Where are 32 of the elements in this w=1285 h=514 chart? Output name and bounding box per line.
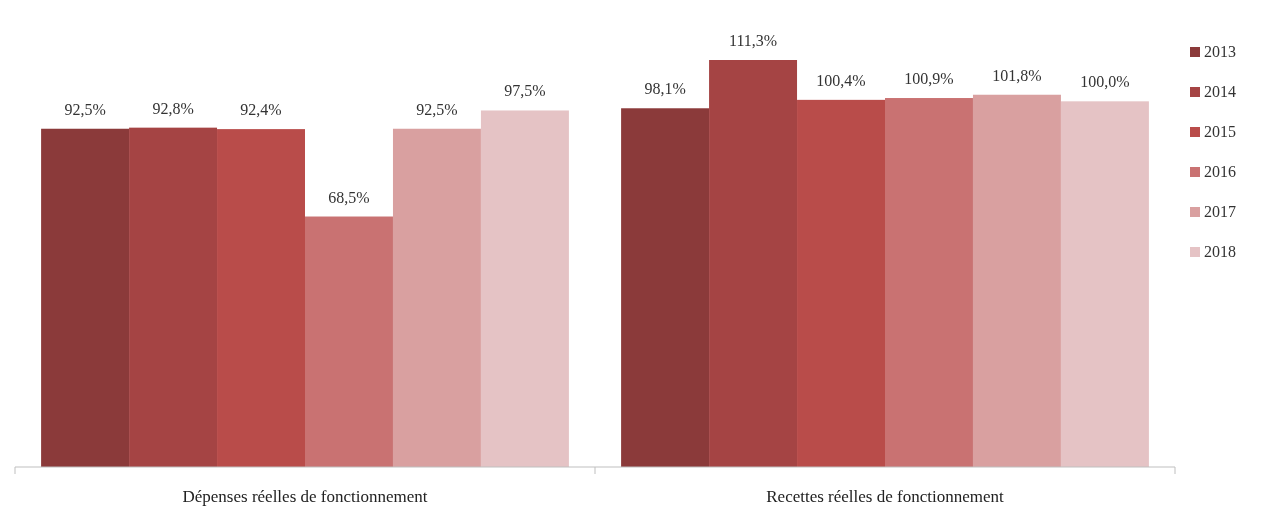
bar xyxy=(129,127,218,467)
bar xyxy=(709,60,798,467)
data-label: 92,5% xyxy=(64,100,106,118)
data-label: 111,3% xyxy=(728,32,778,49)
bar xyxy=(392,128,481,467)
x-tick-label: Recettes réelles de fonctionnement xyxy=(766,487,1004,506)
bar xyxy=(480,110,569,467)
legend-label: 2014 xyxy=(1204,83,1236,100)
bar xyxy=(885,98,973,467)
data-label: 98,1% xyxy=(644,80,686,98)
data-label: 92,8% xyxy=(152,99,194,117)
data-label: 92,4% xyxy=(240,101,282,119)
data-label: 92,5% xyxy=(416,100,458,118)
data-label: 100,4% xyxy=(816,71,866,89)
bar xyxy=(305,216,393,467)
legend-label: 2013 xyxy=(1204,43,1236,60)
legend-label: 2018 xyxy=(1204,243,1236,260)
data-label: 68,5% xyxy=(328,188,370,206)
bar xyxy=(797,99,885,467)
legend-label: 2015 xyxy=(1204,123,1236,140)
legend-label: 2017 xyxy=(1204,203,1236,220)
bar xyxy=(1060,101,1149,467)
bar xyxy=(972,94,1061,467)
data-label: 97,5% xyxy=(504,82,546,100)
bar xyxy=(41,128,130,467)
data-label: 100,0% xyxy=(1080,73,1130,91)
data-label: 101,8% xyxy=(992,66,1042,84)
bar xyxy=(621,108,710,467)
x-tick-label: Dépenses réelles de fonctionnement xyxy=(182,487,428,506)
legend-label: 2016 xyxy=(1204,163,1236,180)
bar xyxy=(217,129,305,467)
data-label: 100,9% xyxy=(904,70,954,88)
